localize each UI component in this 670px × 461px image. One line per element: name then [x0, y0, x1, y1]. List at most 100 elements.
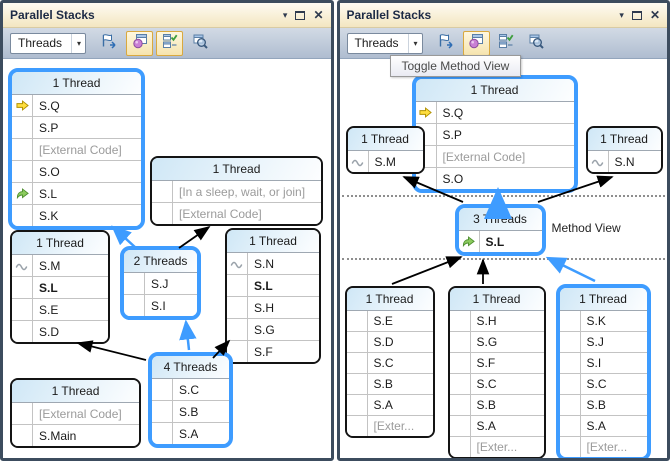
stack-frame-row[interactable]: [External Code]: [12, 403, 139, 425]
stack-frame-row[interactable]: S.G: [449, 332, 544, 353]
stack-frame-row[interactable]: S.I: [559, 353, 647, 374]
stack-frame-row[interactable]: S.P: [12, 117, 141, 139]
stack-frame-row[interactable]: S.A: [152, 423, 229, 444]
stacks-canvas-right[interactable]: Toggle Method View Method View 1 Thread …: [339, 55, 667, 458]
stack-frame-row[interactable]: [External Code]: [12, 139, 141, 161]
stack-frame-row[interactable]: [In a sleep, wait, or join]: [152, 181, 321, 203]
stack-frame-row[interactable]: S.C: [449, 374, 544, 395]
frame-method-label: S.D: [373, 335, 394, 349]
stack-frame-row[interactable]: S.J: [124, 273, 197, 295]
close-icon[interactable]: ✕: [649, 8, 660, 22]
maximize-icon[interactable]: [295, 10, 306, 20]
stack-frame-row[interactable]: S.H: [449, 311, 544, 332]
frame-method-label: S.C: [179, 382, 200, 397]
page-title: Parallel Stacks: [10, 8, 95, 22]
stack-frame-row[interactable]: S.L: [12, 277, 108, 299]
window-position-icon[interactable]: ▾: [619, 9, 624, 20]
title-bar[interactable]: Parallel Stacks ▾ ✕: [339, 3, 667, 28]
stack-frame-row[interactable]: S.G: [227, 319, 319, 341]
frame-icon-cell: [227, 319, 248, 340]
frame-method-label: S.L: [254, 278, 273, 293]
other-thread-wavy-icon: [588, 151, 609, 172]
frame-method-label: [External Code]: [442, 149, 526, 164]
frame-method-label: S.E: [373, 314, 393, 328]
toggle-method-view-button[interactable]: [462, 30, 490, 56]
frame-icon-cell: [450, 353, 471, 373]
stack-frame-row[interactable]: S.F: [449, 353, 544, 374]
toggle-zoom-control-button[interactable]: [186, 31, 213, 56]
window-controls: ▾ ✕: [283, 9, 324, 21]
thread-stack-box: 1 Thread S.K S.J S.I S.C S.B S.A [Exter...: [555, 284, 651, 458]
stack-frame-row[interactable]: S.Main: [12, 425, 139, 446]
stack-frame-row[interactable]: S.N: [227, 253, 319, 275]
stacks-view-selector[interactable]: Threads ▾: [346, 32, 423, 54]
stack-frame-row[interactable]: S.L: [227, 275, 319, 297]
maximize-icon[interactable]: [631, 10, 642, 20]
show-only-flagged-button[interactable]: [96, 31, 123, 56]
close-icon[interactable]: ✕: [313, 8, 324, 22]
stack-frame-row[interactable]: S.O: [415, 168, 574, 189]
stacks-view-selector[interactable]: Threads ▾: [10, 32, 87, 54]
stack-frame-row[interactable]: S.K: [559, 311, 647, 332]
frame-method-label: S.N: [614, 154, 635, 169]
stack-frame-row[interactable]: S.M: [347, 151, 423, 172]
stack-frame-row[interactable]: S.K: [12, 205, 141, 226]
stack-frame-row[interactable]: S.N: [587, 151, 661, 172]
title-bar[interactable]: Parallel Stacks ▾ ✕: [3, 3, 331, 28]
thread-stack-box: 1 Thread S.Q S.P [External Code] S.O S.L S.K: [8, 68, 145, 230]
stack-frame-row[interactable]: [Exter...: [449, 437, 544, 457]
stack-frame-row[interactable]: S.I: [124, 295, 197, 316]
frame-method-label: S.P: [39, 120, 59, 135]
stack-frame-row[interactable]: S.P: [415, 124, 574, 146]
frame-icon-cell: [227, 297, 248, 318]
stack-frame-row[interactable]: S.B: [449, 395, 544, 416]
stack-frame-row[interactable]: S.F: [227, 341, 319, 362]
stack-frame-row[interactable]: S.C: [559, 374, 647, 395]
toggle-zoom-control-icon: [192, 33, 208, 54]
stack-frame-row[interactable]: S.B: [346, 374, 433, 395]
stacks-canvas-left[interactable]: 1 Thread S.Q S.P [External Code] S.O S.L S.K …: [3, 59, 331, 458]
stack-frame-row[interactable]: [External Code]: [415, 146, 574, 168]
frame-method-label: S.G: [476, 335, 498, 349]
auto-scroll-to-current-frame-button[interactable]: [493, 31, 520, 56]
frame-method-label: S.A: [179, 426, 199, 441]
stack-frame-row[interactable]: S.O: [12, 161, 141, 183]
tooltip: Toggle Method View: [389, 55, 522, 77]
stack-frame-row[interactable]: S.A: [346, 395, 433, 416]
stack-frame-row[interactable]: [Exter...: [346, 416, 433, 436]
stack-frame-row[interactable]: S.M: [12, 255, 108, 277]
thread-count-header: 1 Thread: [587, 128, 661, 151]
frame-icon-cell: [152, 423, 173, 444]
toggle-method-view-button[interactable]: [126, 30, 154, 56]
stack-frame-row[interactable]: S.E: [12, 299, 108, 321]
frame-icon-cell: [560, 374, 581, 394]
thread-count-header: 1 Thread: [12, 232, 108, 255]
show-only-flagged-button[interactable]: [433, 31, 460, 56]
stack-frame-row[interactable]: [Exter...: [559, 437, 647, 457]
toggle-zoom-control-button[interactable]: [523, 31, 550, 56]
thread-count-header: 1 Thread: [227, 230, 319, 253]
stack-frame-row[interactable]: S.A: [449, 416, 544, 437]
window-position-icon[interactable]: ▾: [282, 9, 288, 20]
stack-frame-row[interactable]: S.D: [346, 332, 433, 353]
stack-frame-row[interactable]: S.J: [559, 332, 647, 353]
stack-frame-row[interactable]: S.Q: [12, 95, 141, 117]
method-view-divider: [341, 258, 665, 260]
stack-frame-row[interactable]: S.Q: [415, 102, 574, 124]
stack-frame-row[interactable]: S.H: [227, 297, 319, 319]
frame-icon-cell: [450, 395, 471, 415]
stack-frame-row[interactable]: S.C: [346, 353, 433, 374]
stack-frame-row[interactable]: S.B: [559, 395, 647, 416]
auto-scroll-to-current-frame-button[interactable]: [156, 30, 184, 56]
stack-frame-row[interactable]: S.B: [152, 401, 229, 423]
stack-frame-row[interactable]: S.D: [12, 321, 108, 342]
frame-method-label: S.G: [254, 322, 275, 337]
frame-icon-cell: [560, 416, 581, 436]
stack-frame-row[interactable]: S.A: [559, 416, 647, 437]
stack-frame-row[interactable]: S.E: [346, 311, 433, 332]
frame-icon-cell: [12, 277, 33, 298]
stack-frame-row[interactable]: S.L: [12, 183, 141, 205]
stack-frame-row[interactable]: S.L: [458, 231, 542, 252]
stack-frame-row[interactable]: S.C: [152, 379, 229, 401]
stack-frame-row[interactable]: [External Code]: [152, 203, 321, 224]
